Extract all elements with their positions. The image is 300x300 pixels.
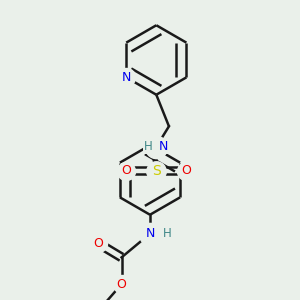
Text: S: S <box>152 164 161 178</box>
Text: H: H <box>163 227 172 240</box>
Text: O: O <box>122 164 131 177</box>
Text: O: O <box>117 278 127 291</box>
Text: N: N <box>159 140 168 153</box>
Text: N: N <box>145 227 155 240</box>
Text: N: N <box>122 71 131 84</box>
Text: O: O <box>182 164 191 177</box>
Text: O: O <box>93 237 103 250</box>
Text: H: H <box>144 140 153 153</box>
